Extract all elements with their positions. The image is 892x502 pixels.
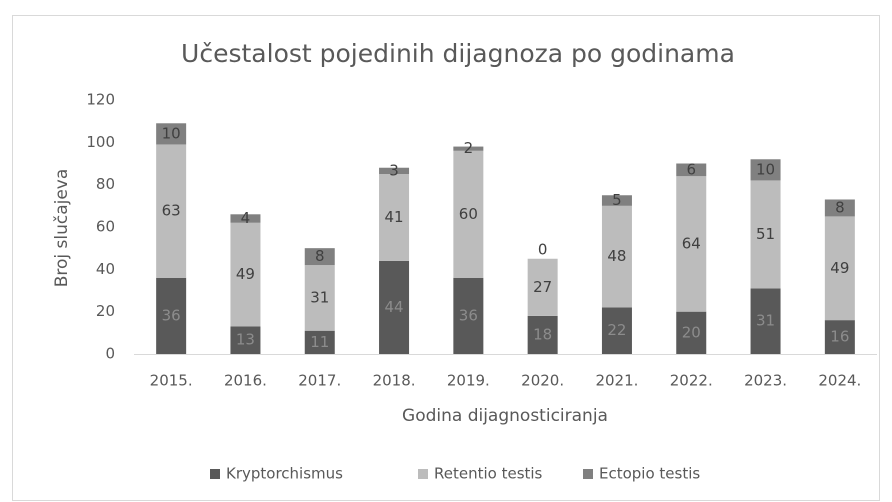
data-label: 44 [385,298,404,316]
data-label: 3 [389,161,399,179]
data-label: 41 [385,208,404,226]
data-label: 64 [682,234,701,252]
bar-segment [230,326,261,354]
bar-segment [304,265,335,331]
bar-segment [824,320,855,354]
data-label: 51 [756,225,775,243]
y-tick-label: 80 [96,175,115,193]
data-label: 4 [241,209,251,227]
bar-segment [379,167,410,175]
bar-segment [601,307,632,354]
bar-segment [750,180,781,289]
data-label: 60 [459,205,478,223]
x-tick-label: 2023. [744,372,787,390]
data-label: 2 [464,139,474,157]
y-tick-label: 120 [86,91,115,109]
bar-segment [156,277,187,354]
bar-segment [304,248,335,266]
x-axis-label: Godina dijagnosticiranja [402,406,608,426]
bar-segment [601,205,632,308]
y-axis-label: Broj slučajeva [52,169,72,288]
bar-segment [156,123,187,145]
x-tick-label: 2020. [521,372,564,390]
bar-segment [527,315,558,354]
bar-segment [230,214,261,223]
data-label: 48 [607,247,626,265]
x-tick-label: 2022. [670,372,713,390]
x-tick-label: 2017. [298,372,341,390]
x-tick-label: 2021. [595,372,638,390]
data-label: 31 [756,312,775,330]
bar-segment [527,258,558,316]
bar-segment [676,176,707,312]
bar-segment [676,163,707,177]
data-label: 27 [533,278,552,296]
data-label: 5 [612,191,622,209]
data-label: 0 [538,240,548,258]
data-label: 13 [236,331,255,349]
bar-segment [453,150,484,278]
data-label: 22 [607,321,626,339]
bar-segment [601,195,632,206]
bar-segment [750,159,781,181]
bar-segment [453,146,484,151]
chart-title: Učestalost pojedinih dijagnoza po godina… [181,39,735,68]
legend-marker [210,469,220,479]
data-label: 36 [162,306,181,324]
y-tick-label: 60 [96,218,115,236]
y-tick-label: 20 [96,302,115,320]
data-label: 8 [835,198,845,216]
y-tick-label: 0 [105,345,115,363]
data-label: 16 [830,328,849,346]
bar-segment [824,199,855,217]
legend-label: Retentio testis [434,465,543,483]
x-tick-label: 2019. [447,372,490,390]
data-label: 6 [686,160,696,178]
data-label: 11 [310,333,329,351]
y-tick-label: 40 [96,260,115,278]
data-label: 18 [533,325,552,343]
data-label: 63 [162,202,181,220]
legend-label: Kryptorchismus [226,465,343,483]
bar-segment [750,288,781,354]
x-tick-label: 2016. [224,372,267,390]
data-label: 10 [162,124,181,142]
bar-segment [676,311,707,354]
data-label: 20 [682,323,701,341]
data-label: 49 [830,259,849,277]
x-tick-label: 2024. [818,372,861,390]
chart-frame [12,15,880,501]
data-label: 49 [236,265,255,283]
bar-segment [230,222,261,327]
x-tick-label: 2018. [373,372,416,390]
data-label: 36 [459,306,478,324]
bar-segment [824,216,855,321]
bar-segment [453,277,484,354]
legend-marker [583,469,593,479]
data-label: 31 [310,288,329,306]
legend-marker [418,469,428,479]
y-tick-label: 100 [86,133,115,151]
bar-segment [304,330,335,354]
bar-segment [156,144,187,278]
legend-label: Ectopio testis [599,465,700,483]
data-label: 8 [315,247,325,265]
bar-segment [379,174,410,261]
data-label: 10 [756,160,775,178]
x-tick-label: 2015. [150,372,193,390]
bar-segment [379,260,410,354]
